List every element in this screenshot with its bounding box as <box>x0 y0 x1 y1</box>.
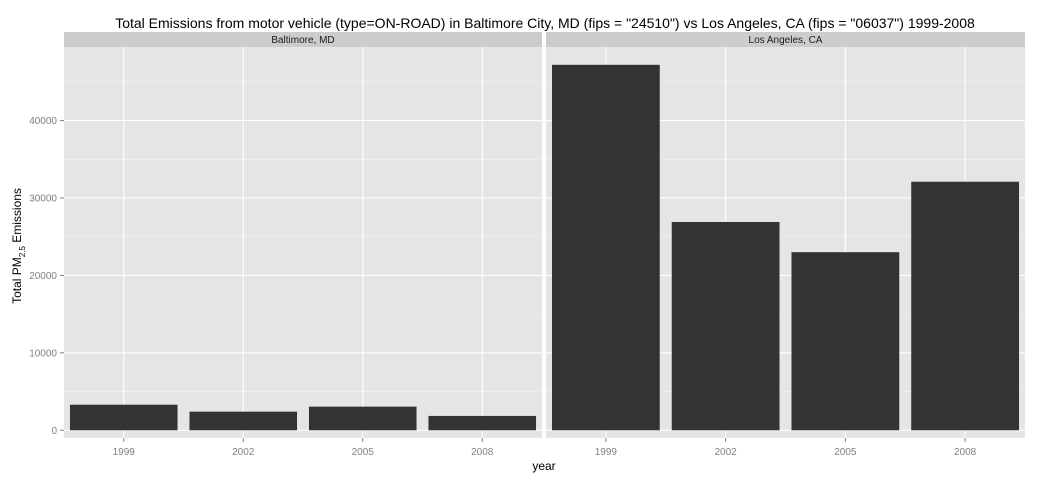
x-tick-label: 2005 <box>834 447 857 458</box>
bar-los-angeles-ca-2008 <box>911 181 1020 431</box>
facet-panel-los-angeles-ca: Los Angeles, CA 1999 2002 2005 2008 <box>546 32 1025 458</box>
x-tick-label: 1999 <box>595 447 618 458</box>
y-tick-label: 0 <box>51 426 57 437</box>
y-axis: 0 10000 20000 30000 40000 <box>29 116 64 437</box>
bar-los-angeles-ca-2005 <box>791 252 900 431</box>
bar-los-angeles-ca-1999 <box>551 64 660 431</box>
chart-title: Total Emissions from motor vehicle (type… <box>115 15 975 31</box>
facet-panel-baltimore-md: Baltimore, MD 1999 2002 2005 2008 <box>64 32 542 458</box>
facet-strip-label: Los Angeles, CA <box>749 35 823 46</box>
y-axis-title-subscript: 2.5 <box>18 246 27 258</box>
bar-los-angeles-ca-2002 <box>671 221 780 431</box>
bar-baltimore-md-2008 <box>428 415 537 431</box>
x-tick-label: 2005 <box>352 447 375 458</box>
facet-strip <box>64 32 542 47</box>
x-tick-label: 1999 <box>113 447 136 458</box>
facet-strip <box>546 32 1025 47</box>
y-tick-label: 10000 <box>29 348 57 359</box>
y-axis-title-prefix: Total PM <box>10 257 24 304</box>
bar-baltimore-md-2005 <box>308 406 417 431</box>
y-tick-label: 30000 <box>29 193 57 204</box>
facet-strip-label: Baltimore, MD <box>271 35 334 46</box>
y-axis-title-suffix: Emissions <box>10 188 24 246</box>
x-tick-label: 2008 <box>954 447 977 458</box>
x-tick-label: 2002 <box>232 447 255 458</box>
y-tick-label: 40000 <box>29 116 57 127</box>
x-axis-title: year <box>532 459 555 473</box>
bar-baltimore-md-2002 <box>189 411 298 431</box>
y-axis-title: Total PM2.5 Emissions <box>10 188 27 304</box>
bar-baltimore-md-1999 <box>69 404 178 431</box>
y-tick-label: 20000 <box>29 271 57 282</box>
x-tick-label: 2002 <box>715 447 738 458</box>
panel-background <box>64 47 542 438</box>
x-tick-label: 2008 <box>471 447 494 458</box>
